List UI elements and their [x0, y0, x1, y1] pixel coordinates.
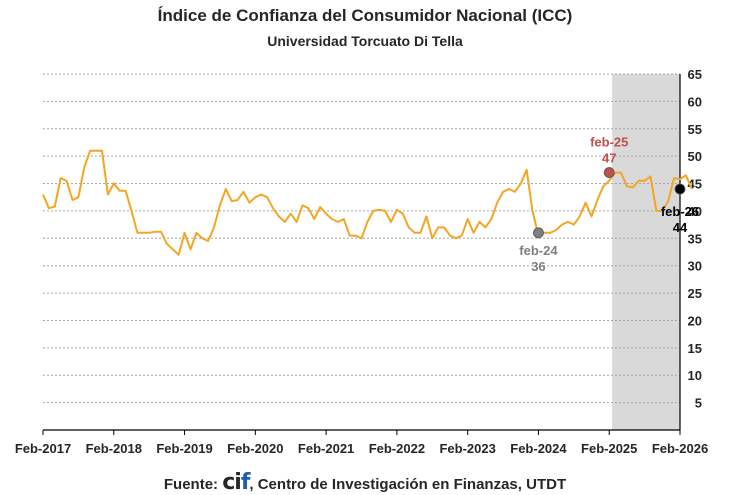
x-tick-feb-2020: Feb-2020	[227, 441, 283, 456]
y-tick-15: 15	[688, 341, 702, 356]
cif-logo: cif	[222, 470, 250, 495]
x-tick-feb-2023: Feb-2023	[439, 441, 495, 456]
y-tick-20: 20	[688, 313, 702, 328]
icc-series-line	[42, 149, 693, 256]
x-tick-feb-2017: Feb-2017	[15, 441, 71, 456]
annotation-label-feb-24: feb-24	[519, 243, 558, 258]
y-tick-50: 50	[688, 149, 702, 164]
y-tick-25: 25	[688, 286, 702, 301]
annotation-value-feb-26: 44	[673, 220, 688, 235]
marker-feb-26	[674, 183, 686, 195]
annotation-value-feb-24: 36	[531, 259, 545, 274]
y-tick-5: 5	[695, 396, 702, 411]
x-tick-feb-2025: Feb-2025	[581, 441, 637, 456]
marker-feb-24	[533, 227, 544, 239]
forecast-shaded-region	[612, 74, 680, 430]
x-tick-feb-2026: Feb-2026	[652, 441, 708, 456]
annotation-label-feb-26: feb-26	[661, 204, 699, 219]
y-tick-65: 65	[688, 67, 702, 82]
x-tick-feb-2018: Feb-2018	[86, 441, 142, 456]
y-tick-55: 55	[688, 122, 702, 137]
y-tick-60: 60	[688, 94, 702, 109]
footer-prefix: Fuente:	[163, 476, 219, 493]
source-footer: Fuente: cif, Centro de Investigación en …	[0, 470, 730, 495]
chart-subtitle: Universidad Torcuato Di Tella	[267, 33, 463, 49]
chart-title: Índice de Confianza del Consumidor Nacio…	[157, 6, 573, 25]
x-tick-feb-2021: Feb-2021	[298, 441, 354, 456]
x-tick-feb-2024: Feb-2024	[510, 441, 567, 456]
x-tick-feb-2022: Feb-2022	[369, 441, 425, 456]
annotation-value-feb-25: 47	[602, 151, 616, 166]
footer-source-text: , Centro de Investigación en Finanzas, U…	[249, 476, 567, 493]
x-tick-labels: Feb-2017 Feb-2018 Feb-2019 Feb-2020 Feb-2021…	[15, 430, 708, 456]
y-tick-35: 35	[688, 231, 702, 246]
marker-feb-25	[603, 167, 615, 178]
y-tick-30: 30	[688, 259, 702, 274]
x-tick-feb-2019: Feb-2019	[156, 441, 212, 456]
y-tick-10: 10	[688, 368, 702, 383]
y-tick-40: 40	[688, 204, 702, 219]
annotation-label-feb-25: feb-25	[590, 135, 628, 150]
